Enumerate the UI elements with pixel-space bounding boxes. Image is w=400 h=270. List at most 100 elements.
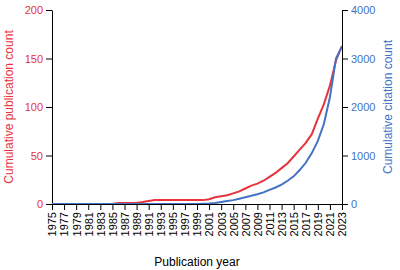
tick-label: 2005 — [228, 212, 240, 236]
plot-area: 1975197719791981198319851987198919911993… — [25, 4, 376, 236]
tick: 1983 — [95, 204, 107, 236]
tick-mark — [282, 204, 283, 210]
tick-mark — [112, 204, 113, 210]
tick-label: 1979 — [71, 212, 83, 236]
tick-mark — [46, 59, 52, 60]
tick-mark — [161, 204, 162, 210]
tick-mark — [330, 204, 331, 210]
tick-label: 3000 — [351, 53, 375, 65]
tick-label: 0 — [351, 198, 357, 210]
tick: 1997 — [179, 204, 191, 236]
tick-mark — [76, 204, 77, 210]
tick-mark — [221, 204, 222, 210]
tick-mark — [64, 204, 65, 210]
tick-label: 2003 — [216, 212, 228, 236]
tick: 2005 — [228, 204, 240, 236]
tick-mark — [46, 204, 52, 205]
tick-label: 1981 — [83, 212, 95, 236]
tick: 2009 — [252, 204, 264, 236]
tick-label: 1987 — [119, 212, 131, 236]
tick-mark — [306, 204, 307, 210]
tick-label: 2013 — [276, 212, 288, 236]
y-axis: 0 50 100 150 200 — [25, 4, 53, 210]
x-axis-title: Publication year — [154, 255, 239, 269]
tick-mark — [270, 204, 271, 210]
tick: 1977 — [58, 204, 70, 236]
tick: 1981 — [83, 204, 95, 236]
tick: 2017 — [300, 204, 312, 236]
tick-label: 1975 — [46, 212, 58, 236]
tick-label: 2001 — [203, 212, 215, 236]
tick: 2013 — [276, 204, 288, 236]
chart: 1975197719791981198319851987198919911993… — [0, 0, 400, 270]
tick: 1993 — [155, 204, 167, 236]
y2-axis: 0 1000 2000 3000 4000 — [342, 4, 375, 210]
tick-label: 2017 — [300, 212, 312, 236]
tick-label: 2019 — [312, 212, 324, 236]
tick-label: 1000 — [351, 150, 375, 162]
tick: 100 — [25, 101, 52, 113]
tick-mark — [46, 10, 52, 11]
tick: 1000 — [342, 150, 375, 162]
tick-mark — [342, 204, 348, 205]
tick-mark — [233, 204, 234, 210]
tick-mark — [46, 156, 52, 157]
tick: 4000 — [342, 4, 375, 16]
tick: 1995 — [167, 204, 179, 236]
tick: 150 — [25, 53, 52, 65]
tick: 200 — [25, 4, 52, 16]
series-line — [52, 46, 342, 204]
tick-mark — [257, 204, 258, 210]
tick: 1989 — [131, 204, 143, 236]
tick-label: 2009 — [252, 212, 264, 236]
tick-label: 2011 — [264, 212, 276, 236]
tick: 1979 — [71, 204, 83, 236]
tick-label: 1997 — [179, 212, 191, 236]
tick: 2011 — [264, 204, 276, 236]
tick: 2001 — [203, 204, 215, 236]
tick-label: 0 — [37, 198, 43, 210]
tick-label: 1983 — [95, 212, 107, 236]
tick-label: 4000 — [351, 4, 375, 16]
tick-label: 1985 — [107, 212, 119, 236]
tick: 2000 — [342, 101, 375, 113]
tick-mark — [100, 204, 101, 210]
tick-label: 1977 — [58, 212, 70, 236]
tick-label: 2000 — [351, 101, 375, 113]
tick-mark — [197, 204, 198, 210]
tick: 1991 — [143, 204, 155, 236]
tick-label: 2021 — [324, 212, 336, 236]
tick-mark — [342, 107, 348, 108]
tick-mark — [125, 204, 126, 210]
lines — [52, 46, 342, 204]
tick-mark — [46, 107, 52, 108]
tick-mark — [209, 204, 210, 210]
tick: 1985 — [107, 204, 119, 236]
axis-line — [52, 11, 53, 205]
tick-mark — [318, 204, 319, 210]
tick-label: 1999 — [191, 212, 203, 236]
tick-mark — [342, 10, 348, 11]
tick: 2003 — [216, 204, 228, 236]
tick: 2015 — [288, 204, 300, 236]
tick-mark — [137, 204, 138, 210]
tick: 1999 — [191, 204, 203, 236]
tick: 3000 — [342, 53, 375, 65]
tick-label: 200 — [25, 4, 43, 16]
tick-label: 50 — [31, 150, 43, 162]
tick: 1987 — [119, 204, 131, 236]
tick-mark — [294, 204, 295, 210]
tick: 50 — [31, 150, 52, 162]
tick: 0 — [37, 198, 52, 210]
tick: 1975 — [46, 204, 58, 236]
tick-mark — [342, 156, 348, 157]
y-axis-title: Cumulative publication count — [2, 30, 16, 184]
tick: 2007 — [240, 204, 252, 236]
tick-mark — [173, 204, 174, 210]
tick: 2023 — [336, 204, 348, 236]
tick-mark — [52, 204, 53, 210]
tick-label: 2007 — [240, 212, 252, 236]
x-axis: 1975197719791981198319851987198919911993… — [46, 204, 348, 236]
tick-label: 2023 — [336, 212, 348, 236]
tick: 2021 — [324, 204, 336, 236]
